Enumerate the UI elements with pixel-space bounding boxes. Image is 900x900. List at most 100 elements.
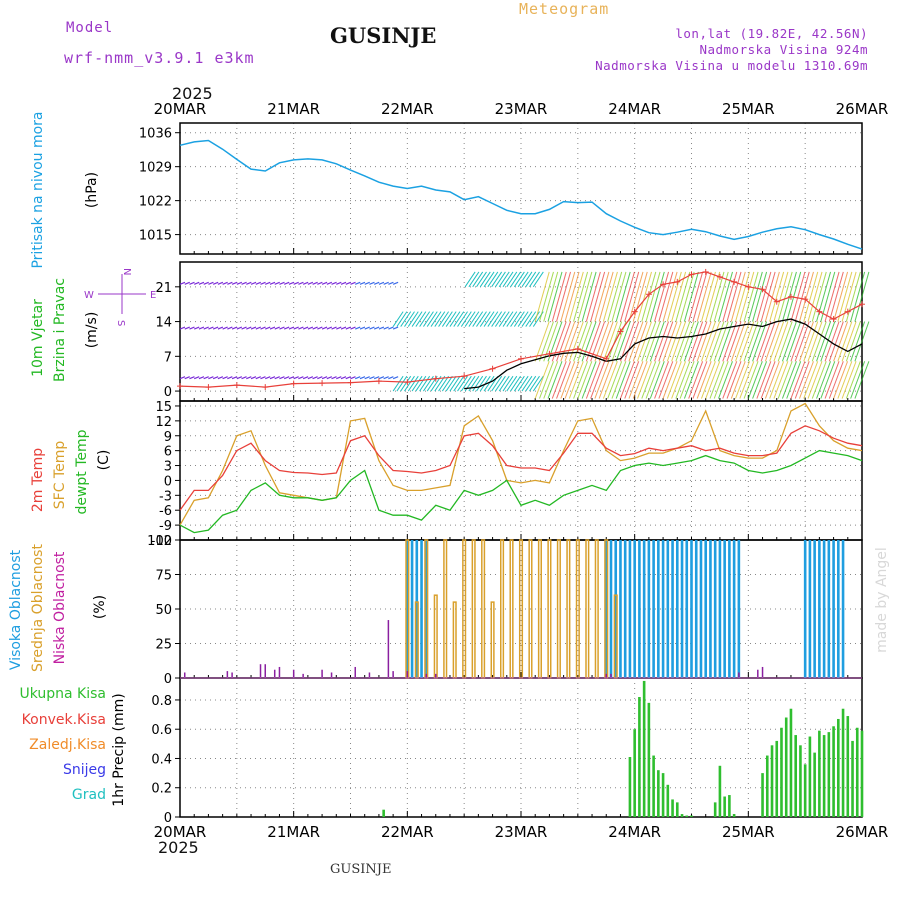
wind-barb <box>845 361 861 399</box>
cloud-high-bar <box>406 540 409 678</box>
wind-barb <box>794 321 810 362</box>
y-tick-label: 0.2 <box>151 782 172 797</box>
wind-barb <box>624 271 640 322</box>
wind-barb <box>521 271 533 288</box>
wind-barb <box>781 321 797 362</box>
wind-barb <box>585 271 601 322</box>
wind-barb <box>227 376 233 380</box>
wind-barb <box>532 375 544 392</box>
wind-barb <box>307 281 314 285</box>
wind-barb <box>274 376 280 380</box>
wind-barb <box>203 376 209 380</box>
wind-barb <box>222 376 228 380</box>
wind-barb <box>641 321 657 362</box>
wind-barb <box>799 361 814 399</box>
wind-barb <box>602 271 618 322</box>
wind-barb <box>179 376 186 380</box>
wind-barb <box>464 311 476 327</box>
label-wind-2: Brzina i Pravac <box>52 278 68 382</box>
cloud-high-bar <box>827 540 831 678</box>
wind-barb <box>350 376 356 380</box>
wind-barb <box>752 321 768 362</box>
wind-barb <box>246 376 252 380</box>
precip-bar <box>685 815 689 817</box>
wind-barb <box>628 361 644 399</box>
wind-barb <box>321 326 328 330</box>
wind-barb <box>340 326 347 330</box>
wind-barb <box>487 311 499 327</box>
precip-bar <box>723 796 726 817</box>
wind-barb <box>250 326 257 330</box>
wind-barb <box>760 361 776 399</box>
cloud-high-bar <box>671 540 674 678</box>
wind-barb <box>317 326 323 330</box>
wind-barb <box>510 375 521 392</box>
wind-barb <box>709 361 725 399</box>
compass-w: W <box>84 290 94 301</box>
wind-barb <box>521 375 533 392</box>
wind-barb <box>760 271 776 322</box>
precip-bar <box>851 740 854 817</box>
y-tick-label: 0.8 <box>151 694 172 709</box>
wind-barb <box>411 375 423 392</box>
wind-barb <box>487 271 499 288</box>
wind-barb <box>392 281 399 285</box>
x-label-top: 23MAR <box>495 100 548 118</box>
wind-barb <box>517 375 529 392</box>
wind-barb <box>298 281 304 285</box>
wind-barb <box>828 361 844 399</box>
wind-barb <box>683 271 699 322</box>
wind-barb <box>807 321 823 362</box>
precip-bar <box>808 736 812 817</box>
wind-barb <box>671 321 687 362</box>
unit-pressure: (hPa) <box>84 172 100 208</box>
wind-barb <box>321 376 328 380</box>
cloud-high-bar <box>661 540 665 678</box>
wind-barb <box>378 326 385 330</box>
x-label-top: 20MAR <box>154 100 207 118</box>
y-tick-label: 12 <box>155 415 172 430</box>
wind-barb <box>632 271 648 322</box>
wind-barb <box>649 361 665 399</box>
wind-barb <box>312 281 318 285</box>
precip-bar <box>713 802 717 817</box>
wind-barb <box>594 321 610 362</box>
y-tick-label: 0 <box>164 474 172 489</box>
wind-barb <box>850 321 866 362</box>
cloud-high-bar <box>675 540 679 678</box>
wind-barb <box>649 271 665 322</box>
wind-barb <box>743 321 759 362</box>
wind-barb <box>241 326 247 330</box>
wind-barb <box>675 321 691 362</box>
precip-bar <box>628 757 632 817</box>
wind-barb <box>298 326 304 330</box>
cloud-high-bar <box>808 540 812 678</box>
wind-barb <box>269 281 276 285</box>
y-tick-label: 0.4 <box>151 752 172 767</box>
wind-barb <box>373 281 380 285</box>
wind-barb <box>265 376 271 380</box>
wind-barb <box>298 376 304 380</box>
wind-barb <box>705 361 721 399</box>
unit-wind: (m/s) <box>84 312 100 349</box>
wind-barb <box>700 321 716 362</box>
wind-barb <box>628 271 644 322</box>
wind-barb <box>811 321 827 362</box>
wind-barb <box>293 376 299 380</box>
wind-barb <box>658 361 674 399</box>
y-tick-label: 6 <box>164 445 172 460</box>
wind-barb <box>479 311 491 327</box>
precip-bar <box>860 730 864 817</box>
wind-barb <box>632 361 648 399</box>
precip-bar <box>789 708 793 817</box>
wind-barb <box>449 375 461 392</box>
cloud-mid-bar <box>481 539 486 679</box>
precip-bar <box>661 773 665 817</box>
wind-barb <box>781 361 797 399</box>
wind-barb <box>506 375 518 392</box>
y-tick-label: 50 <box>155 603 172 618</box>
wind-barb <box>307 376 314 380</box>
wind-barb <box>828 321 844 362</box>
precip-legend-item: Zaledj.Kisa <box>29 737 106 753</box>
wind-barb <box>193 326 200 330</box>
